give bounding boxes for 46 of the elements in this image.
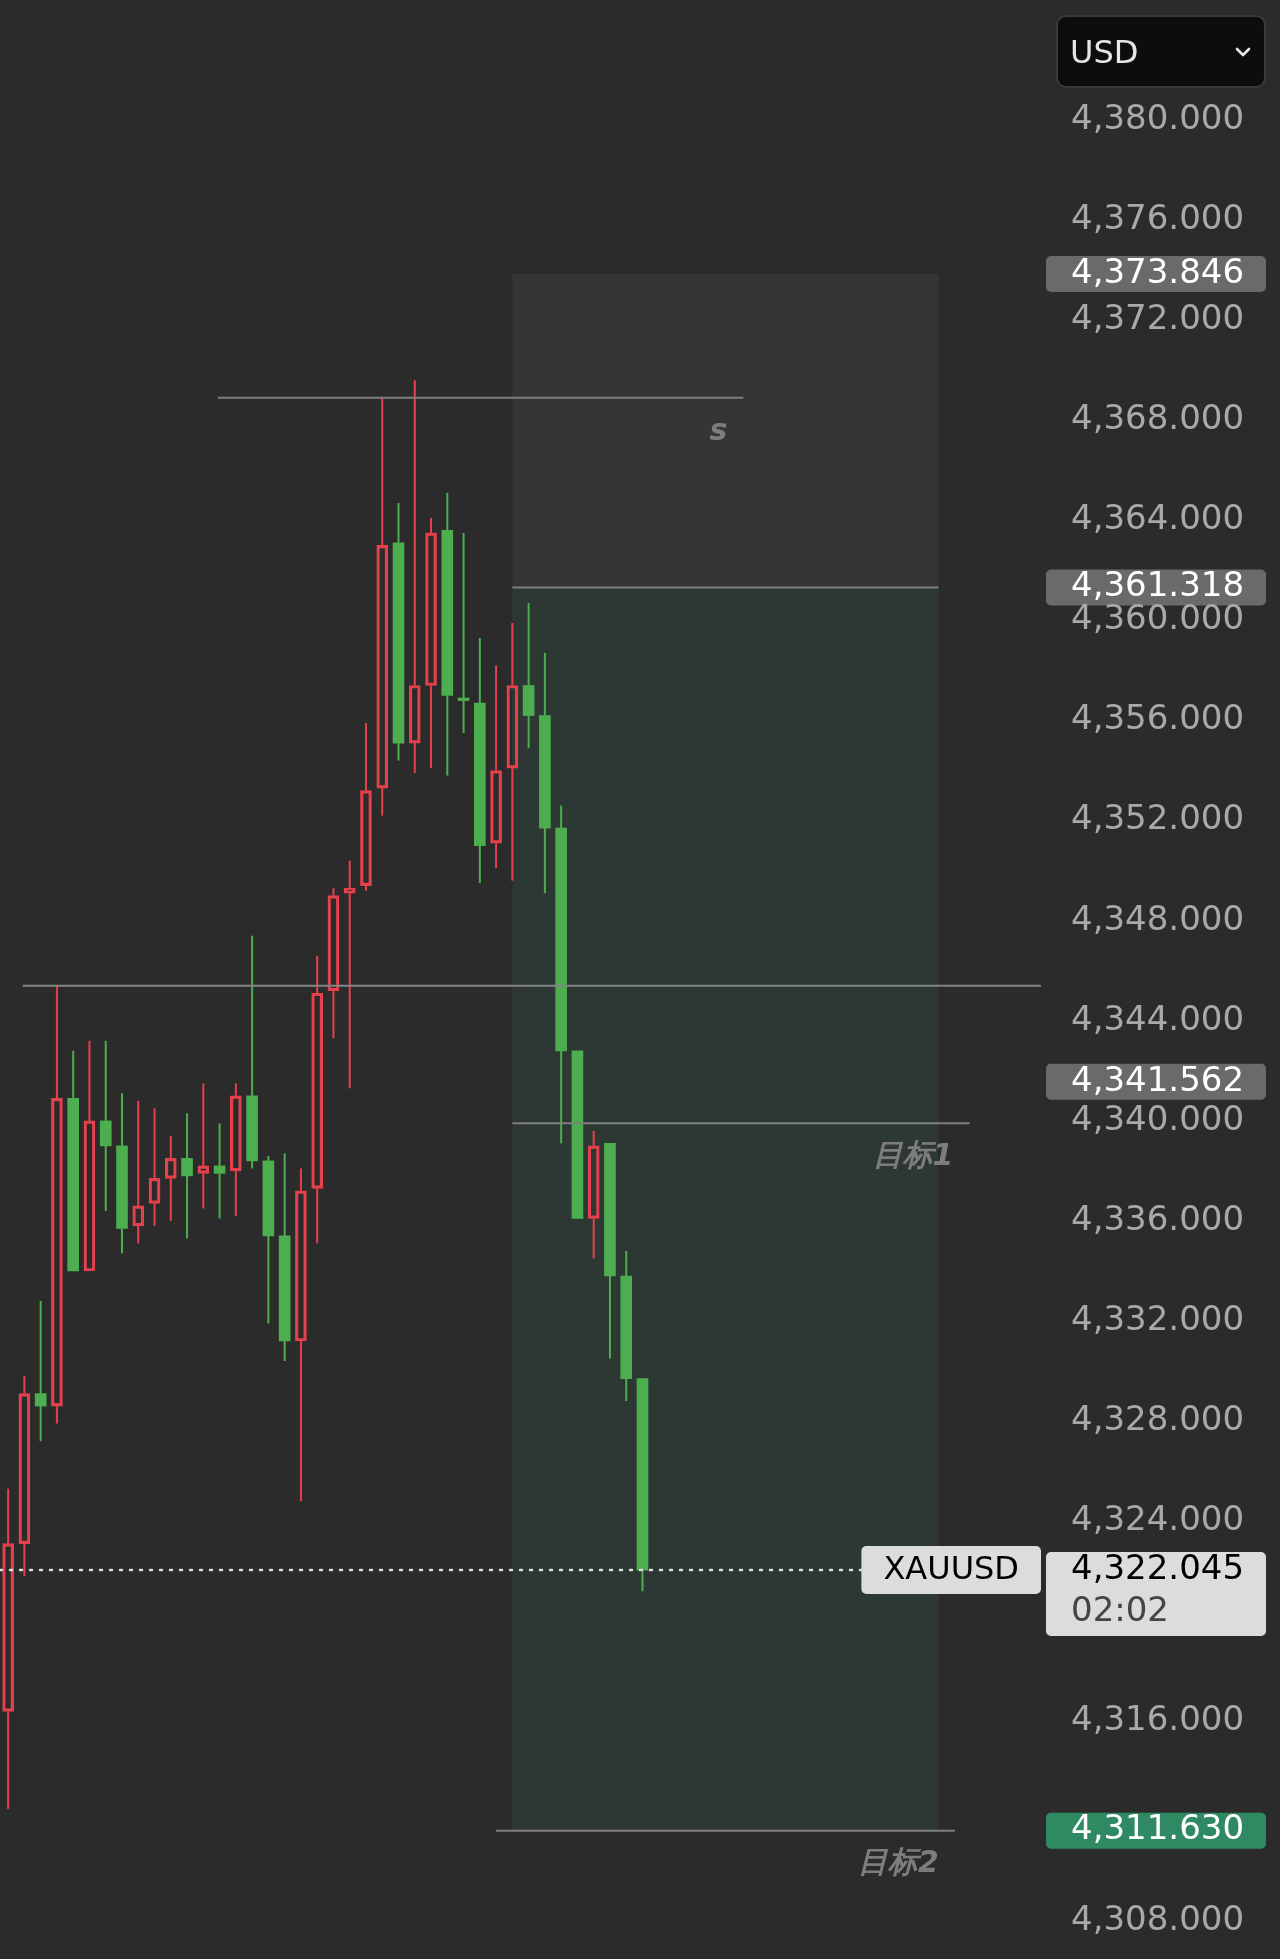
ref-line-label: 目标2 xyxy=(857,1844,939,1880)
ref-line-label: 目标1 xyxy=(872,1137,954,1173)
y-tick-label: 4,328.000 xyxy=(1071,1397,1245,1438)
candlestick xyxy=(522,602,535,749)
candlestick xyxy=(116,1093,128,1254)
candlestick xyxy=(636,1378,649,1592)
y-tick-label: 4,361.318 xyxy=(1071,564,1245,605)
candlestick xyxy=(441,492,454,776)
ref-line-label: s xyxy=(709,411,728,447)
candlestick xyxy=(604,1143,616,1359)
y-tick-label: 4,344.000 xyxy=(1071,997,1245,1038)
candlestick xyxy=(99,1040,112,1211)
candlestick xyxy=(539,653,551,894)
y-tick-label: 4,373.846 xyxy=(1071,250,1245,291)
candlestick xyxy=(278,1153,291,1362)
y-tick-label: 4,352.000 xyxy=(1071,797,1245,838)
candlestick xyxy=(181,1113,193,1239)
candlestick xyxy=(620,1250,633,1402)
candlestick xyxy=(555,805,567,1144)
y-tick-label: 4,356.000 xyxy=(1071,697,1245,738)
y-tick-label: 4,376.000 xyxy=(1071,197,1245,237)
candlestick xyxy=(213,1123,226,1219)
y-tick-label: 4,368.000 xyxy=(1071,397,1245,438)
candlestick xyxy=(67,1050,80,1272)
text: 02:02 xyxy=(1071,1588,1169,1629)
y-tick-label: 4,372.000 xyxy=(1071,297,1245,338)
y-tick-label: 4,308.000 xyxy=(1071,1898,1245,1939)
y-tick-label: 4,364.000 xyxy=(1071,497,1245,538)
candlestick xyxy=(474,637,486,884)
y-tick-label: 4,316.000 xyxy=(1071,1698,1245,1739)
y-tick-label: 4,348.000 xyxy=(1071,897,1245,938)
y-tick-label: 4,341.562 xyxy=(1071,1058,1245,1099)
candlestick xyxy=(571,1050,584,1219)
y-tick-label: 4,322.045 xyxy=(1071,1546,1245,1587)
candlestick xyxy=(246,935,258,1169)
y-tick-label: 4,340.000 xyxy=(1071,1097,1245,1138)
ref-line-label: XAUUSD xyxy=(883,1549,1019,1588)
y-tick-label: 4,380.000 xyxy=(1071,96,1245,137)
y-tick-label: 4,311.630 xyxy=(1071,1807,1245,1848)
candlestick xyxy=(34,1301,47,1442)
y-tick-label: 4,332.000 xyxy=(1071,1297,1245,1338)
candlestick xyxy=(392,502,405,761)
candlestick xyxy=(262,1155,275,1324)
y-tick-label: 4,324.000 xyxy=(1071,1497,1245,1538)
currency-select: USD xyxy=(1056,15,1266,88)
y-tick-label: 4,336.000 xyxy=(1071,1197,1245,1238)
